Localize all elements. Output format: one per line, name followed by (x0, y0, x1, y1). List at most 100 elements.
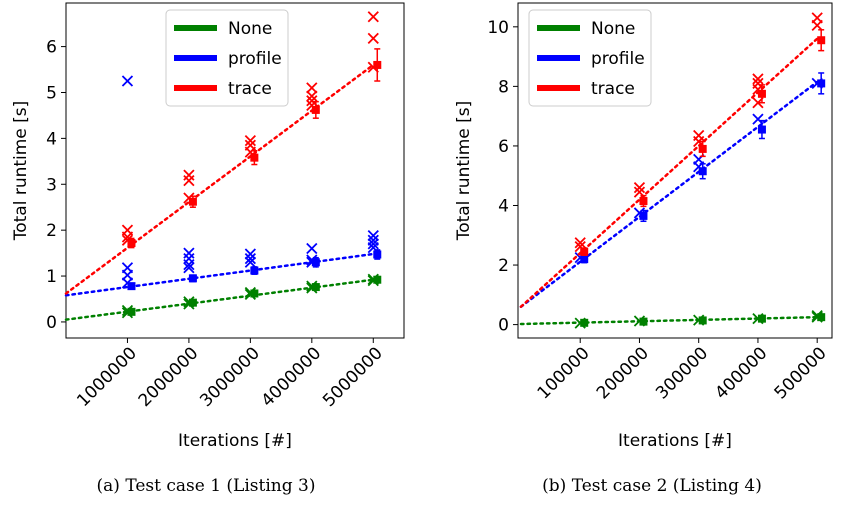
sample-marker (306, 256, 318, 268)
sample-marker (244, 256, 257, 268)
mean-marker (639, 317, 648, 326)
sample-marker (811, 19, 823, 31)
mean-marker (757, 314, 766, 323)
sample-marker (306, 242, 318, 255)
y-tick-label: 5 (46, 83, 57, 103)
y-axis-label: Total runtime [s] (454, 101, 474, 242)
sample-marker (367, 275, 379, 287)
x-tick-label: 3000000 (196, 343, 264, 411)
sample-marker (367, 273, 379, 285)
sample-marker (183, 169, 195, 181)
sample-marker (367, 61, 379, 73)
mean-marker (580, 255, 589, 264)
legend-label: None (228, 19, 272, 39)
sample-marker (121, 75, 134, 87)
sample-marker (183, 247, 195, 259)
mean-marker (373, 250, 382, 259)
series-profile (519, 72, 826, 308)
y-tick-label: 3 (46, 175, 57, 195)
sample-marker (693, 135, 705, 148)
mean-marker (311, 283, 320, 292)
sample-marker (244, 248, 257, 260)
sample-marker (693, 161, 705, 173)
sample-marker (752, 313, 764, 325)
mean-marker (817, 36, 826, 45)
legend: None profile trace (528, 9, 652, 107)
series-profile (64, 75, 382, 297)
x-tick-label: 200000 (593, 343, 653, 403)
y-tick-label: 10 (487, 18, 509, 38)
sample-marker (244, 252, 257, 265)
x-axis-label: Iterations [#] (618, 431, 732, 451)
y-tick-label: 6 (498, 137, 509, 157)
mean-marker (580, 318, 589, 327)
sample-marker (811, 77, 823, 90)
legend-label: None (591, 19, 635, 39)
mean-marker (817, 79, 826, 88)
series-trace (519, 12, 826, 308)
y-tick-label: 4 (498, 196, 509, 216)
sample-marker (367, 11, 379, 23)
sample-marker (244, 286, 257, 299)
sample-marker (574, 237, 586, 249)
mean-marker (188, 298, 197, 307)
sample-marker (306, 90, 318, 102)
y-tick-label: 2 (46, 221, 57, 241)
sample-marker (183, 174, 195, 187)
mean-marker (639, 197, 648, 206)
x-tick-label: 100000 (534, 343, 594, 403)
sample-marker (244, 288, 257, 301)
legend-label: trace (228, 79, 272, 99)
sample-marker (367, 32, 379, 44)
mean-marker (373, 275, 382, 284)
sample-marker (121, 234, 134, 246)
sample-marker (367, 238, 379, 250)
sample-marker (183, 258, 195, 271)
sample-marker (244, 146, 257, 158)
sample-marker (121, 304, 134, 317)
mean-marker (188, 274, 197, 283)
x-axis-label: Iterations [#] (178, 431, 292, 451)
y-tick-label: 0 (46, 313, 57, 333)
sample-marker (244, 135, 257, 147)
plot-frame (65, 2, 405, 339)
sample-marker (306, 99, 318, 111)
sample-marker (574, 240, 586, 253)
sample-marker (693, 314, 705, 326)
sample-marker (811, 310, 823, 322)
legend-box (165, 9, 289, 107)
y-tick-label: 8 (498, 77, 509, 97)
series-None (64, 273, 382, 321)
x-tick-label: 2000000 (135, 343, 203, 411)
mean-marker (817, 313, 826, 322)
sample-marker (183, 298, 195, 310)
sample-marker (633, 207, 646, 219)
sample-marker (811, 311, 823, 323)
sample-marker (121, 277, 134, 289)
x-tick-label: 1000000 (73, 343, 141, 411)
sample-marker (752, 113, 764, 125)
legend-label: trace (591, 79, 635, 99)
sample-marker (183, 262, 195, 274)
legend-label: profile (228, 49, 282, 69)
sample-marker (633, 181, 646, 194)
mean-marker (757, 125, 766, 134)
mean-marker (698, 144, 707, 153)
mean-marker (127, 307, 136, 316)
fit-line (64, 63, 375, 295)
sample-marker (306, 95, 318, 107)
figure-caption: (b) Test case 2 (Listing 4) (542, 476, 762, 496)
y-tick-label: 0 (498, 316, 509, 336)
series-None (519, 310, 826, 329)
y-tick-label: 4 (46, 129, 57, 149)
mean-marker (250, 153, 259, 162)
mean-marker (698, 316, 707, 325)
sample-marker (183, 296, 195, 308)
legend: None profile trace (165, 9, 289, 107)
fit-line (519, 37, 819, 308)
sample-marker (306, 254, 318, 266)
sample-marker (306, 82, 318, 94)
sample-marker (633, 315, 646, 327)
chart-panel-0: 0 1 2 3 4 5 6 100000020000003000000400000050000… (11, 2, 405, 496)
